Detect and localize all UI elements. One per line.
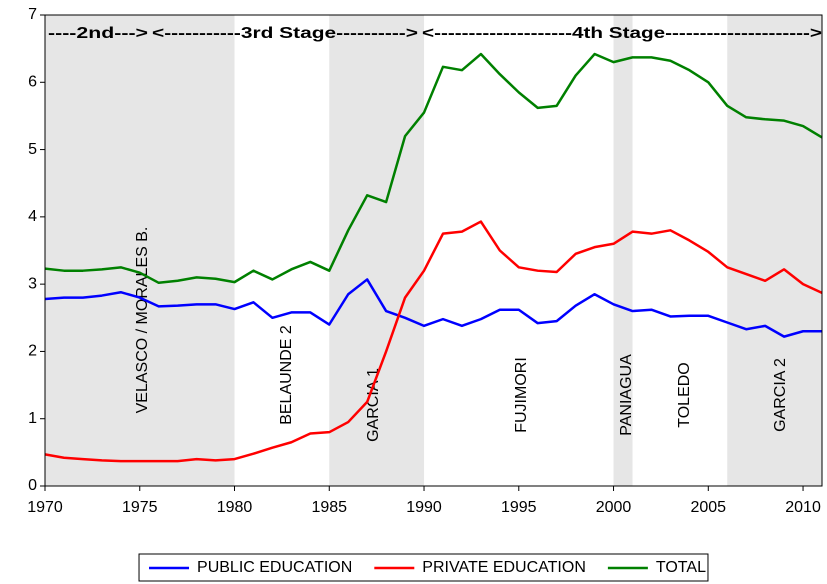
stage-label: <-----------3rd Stage----------> [152,25,418,42]
y-tick-label: 7 [28,6,37,23]
stage-label: <--------------------4th Stage----------… [422,25,822,42]
y-tick-label: 2 [28,343,37,360]
period-label: FUJIMORI [513,357,530,433]
period-label: GARCIA 2 [772,358,789,432]
y-tick-label: 5 [28,141,37,158]
x-tick-label: 1975 [122,499,158,516]
stage-label: ----2nd---> [48,25,148,42]
y-tick-label: 1 [28,410,37,427]
shaded-period [329,15,425,486]
y-tick-label: 4 [28,208,37,225]
period-label: PANIAGUA [618,354,635,436]
period-label: VELASCO / MORALES B. [134,227,151,414]
shaded-period [613,15,633,486]
y-tick-label: 0 [28,477,37,494]
x-tick-label: 1985 [311,499,347,516]
y-tick-label: 6 [28,74,37,91]
legend-label: PRIVATE EDUCATION [422,559,586,576]
period-label: GARCIA 1 [365,368,382,442]
legend-label: PUBLIC EDUCATION [197,559,352,576]
x-tick-label: 2010 [785,499,821,516]
period-label: BELAUNDE 2 [278,325,295,425]
x-tick-label: 1970 [27,499,63,516]
series-line [44,278,822,338]
x-tick-label: 1980 [217,499,253,516]
x-tick-label: 2005 [690,499,726,516]
x-tick-label: 1995 [501,499,537,516]
legend-label: TOTAL [656,559,706,576]
period-label: TOLEDO [676,362,693,428]
series-line [44,220,823,463]
shaded-period [45,15,235,486]
plot-frame [44,14,823,487]
legend: PUBLIC EDUCATION PRIVATE EDUCATION TOTAL [138,553,709,582]
y-tick-label: 3 [28,275,37,292]
x-tick-label: 1990 [406,499,442,516]
series-line [44,52,823,285]
x-tick-label: 2000 [596,499,632,516]
shaded-period [727,15,822,486]
